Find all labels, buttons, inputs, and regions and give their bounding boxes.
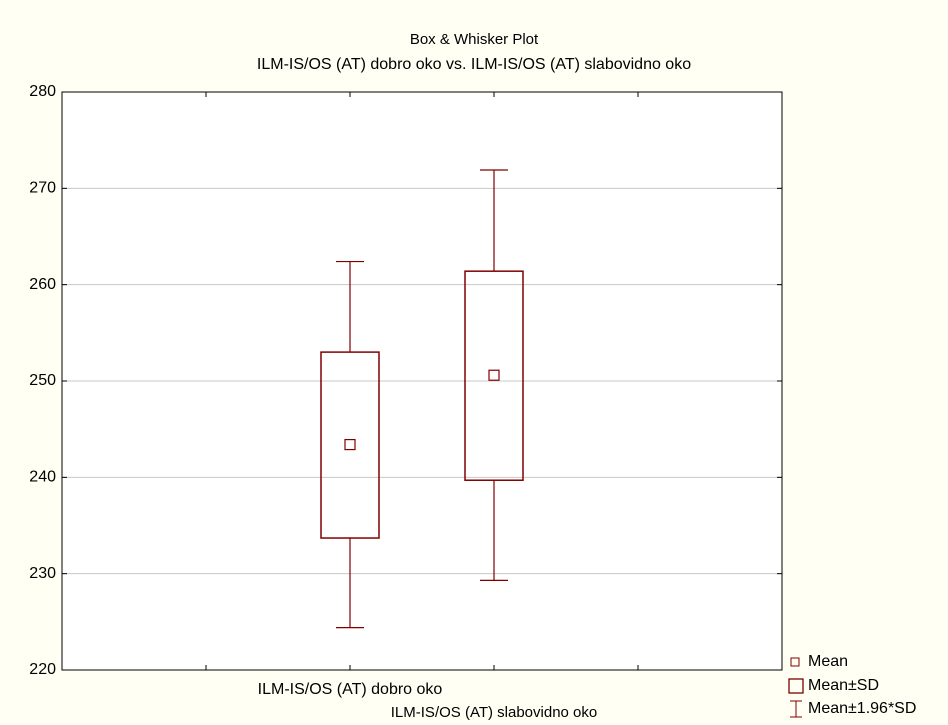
legend-icon [788,678,804,694]
y-tick-label: 230 [29,565,56,582]
box [320,351,380,539]
chart-title: Box & Whisker Plot [410,31,539,48]
legend-label: Mean [808,653,848,670]
legend-icon [790,657,800,667]
mean-marker [488,369,500,381]
y-tick-label: 250 [29,372,56,389]
x-tick-label: ILM-IS/OS (AT) dobro oko [258,681,443,698]
chart-subtitle: ILM-IS/OS (AT) dobro oko vs. ILM-IS/OS (… [257,56,691,73]
x-tick-label: ILM-IS/OS (AT) slabovidno oko [391,704,597,721]
legend-label: Mean±1.96*SD [808,700,916,717]
y-tick-label: 220 [29,661,56,678]
y-tick-label: 270 [29,180,56,197]
y-tick-label: 260 [29,276,56,293]
legend-label: Mean±SD [808,677,879,694]
y-tick-label: 240 [29,469,56,486]
box [464,270,524,481]
y-tick-label: 280 [29,83,56,100]
mean-marker [344,438,356,451]
plot-frame [61,91,783,671]
